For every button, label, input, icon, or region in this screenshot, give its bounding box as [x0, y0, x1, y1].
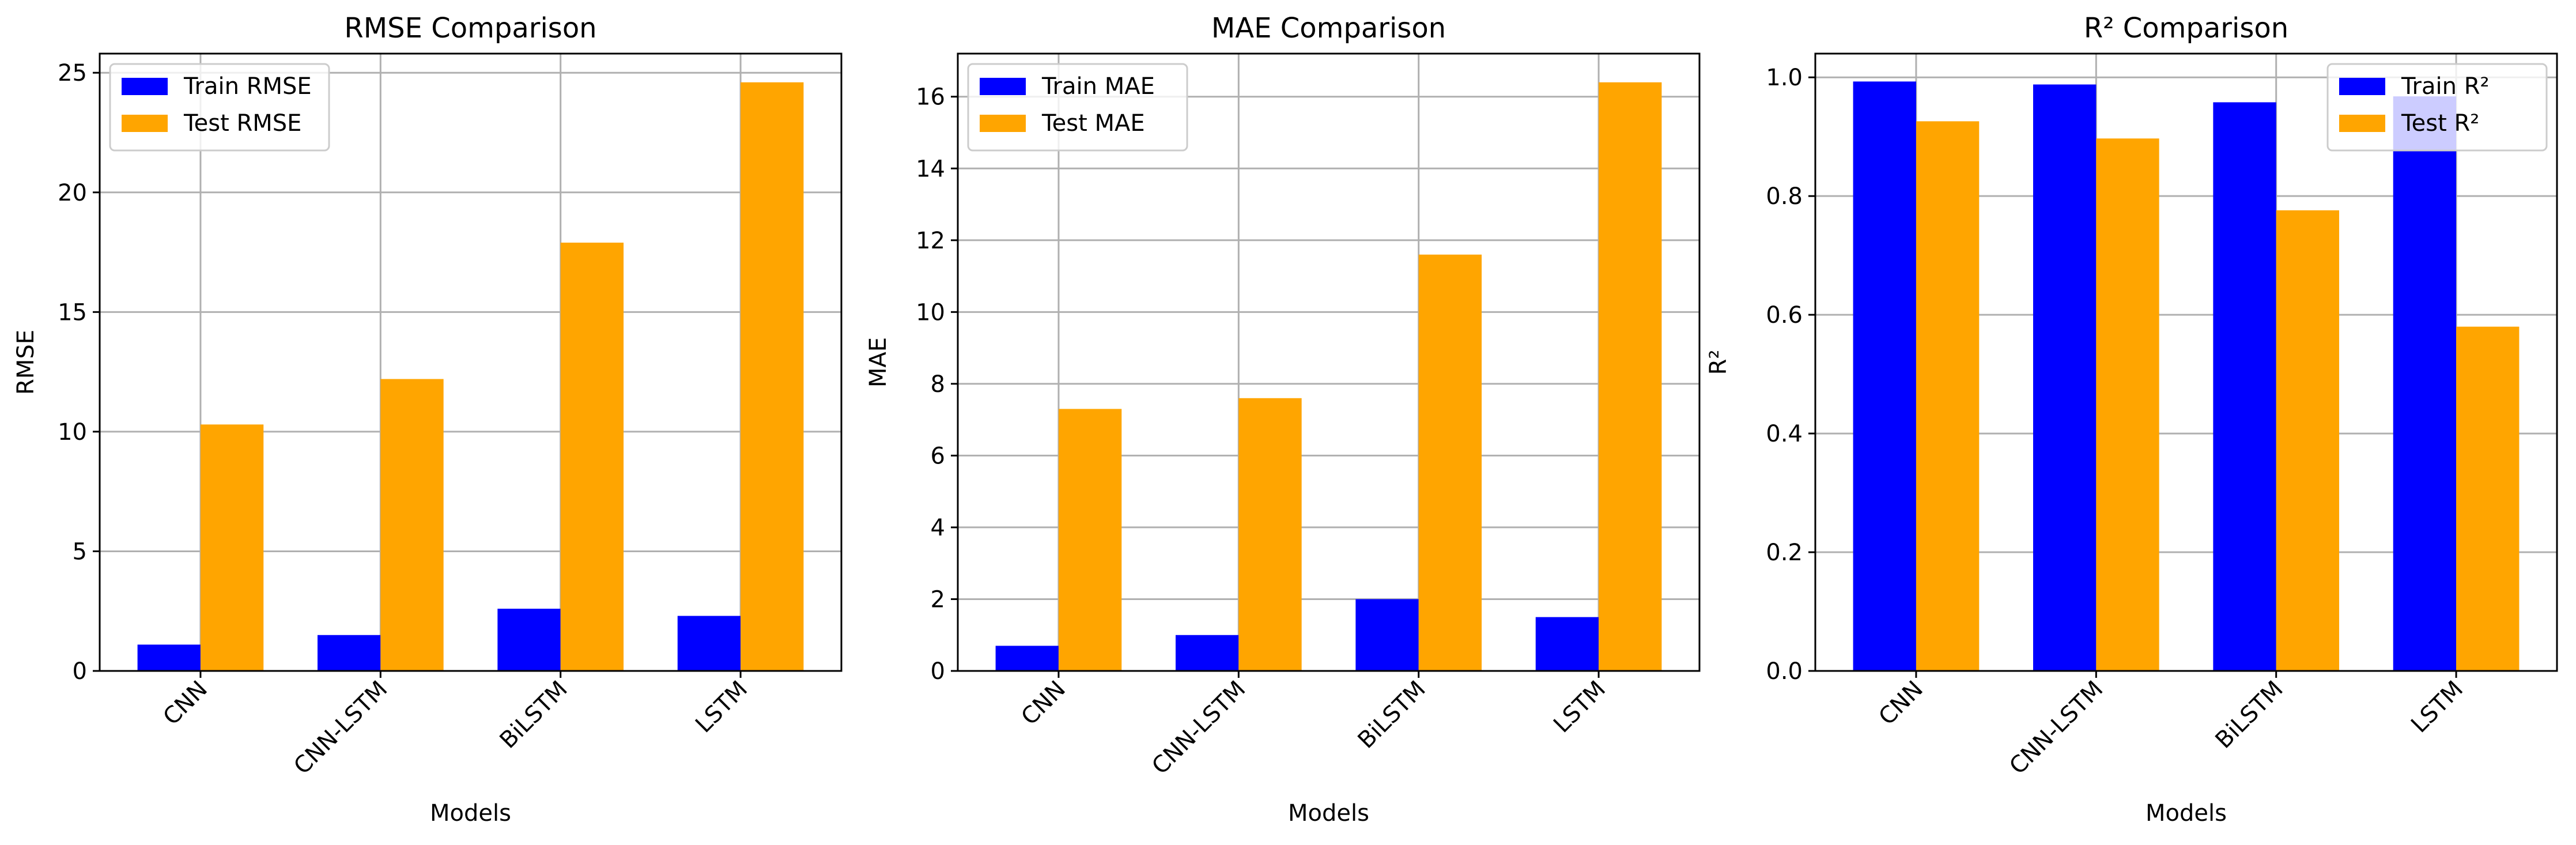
y-tick-label: 6	[931, 443, 945, 469]
y-tick-label: 0.0	[1766, 658, 1803, 685]
y-tick-label: 12	[916, 228, 945, 254]
bar-test-cnn-lstm	[380, 379, 444, 671]
y-tick-label: 20	[58, 180, 87, 206]
y-tick-label: 0	[73, 658, 87, 685]
bar-test-lstm	[2456, 326, 2520, 671]
x-tick-label: CNN	[1016, 676, 1071, 731]
axes-frame	[1814, 52, 2558, 672]
bar-train-lstm	[2393, 96, 2457, 672]
y-tick-label: 0.8	[1766, 183, 1803, 210]
legend-label-train: Train RMSE	[183, 73, 312, 100]
x-tick-label: CNN	[158, 676, 213, 731]
y-axis-label: R²	[1705, 350, 1732, 375]
x-axis-label: Models	[1288, 800, 1369, 827]
bar-train-bilstm	[2213, 102, 2276, 672]
legend-label-train: Train R²	[2401, 73, 2490, 100]
bar-test-cnn	[1058, 409, 1122, 671]
x-tick-label: BiLSTM	[495, 676, 573, 754]
legend-swatch-train	[122, 78, 168, 95]
x-tick-label: CNN-LSTM	[1147, 676, 1251, 780]
legend-label-test: Test MAE	[1041, 110, 1145, 137]
bar-train-cnn-lstm	[317, 635, 381, 671]
y-tick-label: 1.0	[1766, 65, 1803, 91]
bar-train-bilstm	[497, 609, 561, 671]
y-tick-label: 8	[931, 371, 945, 398]
y-tick-label: 0.4	[1766, 421, 1803, 447]
chart-title: R² Comparison	[2084, 12, 2288, 44]
bar-train-cnn	[1853, 81, 1916, 672]
bar-train-cnn-lstm	[2033, 84, 2097, 672]
legend-swatch-test	[2339, 115, 2385, 132]
x-tick-label: BiLSTM	[2211, 676, 2288, 754]
bar-test-cnn-lstm	[2096, 138, 2159, 671]
y-axis-label: RMSE	[13, 330, 39, 395]
bar-train-lstm	[677, 616, 741, 671]
y-tick-label: 14	[916, 156, 945, 182]
x-tick-label: CNN	[1874, 676, 1928, 731]
legend-swatch-test	[122, 115, 168, 132]
bar-test-cnn	[1916, 121, 1980, 671]
legend-swatch-train	[980, 78, 1026, 95]
y-tick-label: 15	[58, 299, 87, 326]
bar-test-lstm	[1599, 82, 1662, 671]
y-tick-label: 16	[916, 84, 945, 111]
bar-test-cnn-lstm	[1238, 398, 1302, 671]
axes-frame	[957, 52, 1701, 672]
x-tick-label: LSTM	[690, 676, 753, 738]
x-tick-label: CNN-LSTM	[2004, 676, 2108, 780]
bar-test-bilstm	[1418, 254, 1482, 672]
chart-title: MAE Comparison	[1211, 12, 1446, 44]
bar-test-cnn	[200, 424, 264, 671]
y-tick-label: 4	[931, 515, 945, 541]
bar-test-lstm	[741, 82, 804, 671]
y-tick-label: 5	[73, 538, 87, 565]
x-tick-label: LSTM	[2406, 676, 2468, 738]
x-tick-label: BiLSTM	[1353, 676, 1431, 754]
y-axis-label: MAE	[865, 337, 892, 387]
x-tick-label: LSTM	[1548, 676, 1611, 738]
bar-train-bilstm	[1355, 599, 1419, 671]
legend-swatch-train	[2339, 78, 2385, 95]
y-tick-label: 10	[58, 419, 87, 446]
x-tick-label: CNN-LSTM	[289, 676, 392, 780]
bar-train-cnn	[995, 646, 1059, 671]
y-tick-label: 25	[58, 60, 87, 86]
y-tick-label: 2	[931, 586, 945, 613]
legend-label-train: Train MAE	[1041, 73, 1155, 100]
legend-label-test: Test R²	[2401, 110, 2479, 137]
bar-train-cnn-lstm	[1175, 635, 1239, 671]
x-axis-label: Models	[2146, 800, 2227, 827]
chart-title: RMSE Comparison	[344, 12, 596, 44]
bar-train-cnn	[137, 644, 201, 671]
y-tick-label: 0	[931, 658, 945, 685]
y-tick-label: 0.2	[1766, 540, 1803, 566]
bar-test-bilstm	[560, 242, 624, 671]
y-tick-label: 10	[916, 299, 945, 326]
axes-frame	[99, 52, 843, 672]
bar-test-bilstm	[2276, 210, 2340, 671]
x-axis-label: Models	[430, 800, 511, 827]
legend-swatch-test	[980, 115, 1026, 132]
bar-train-lstm	[1535, 617, 1599, 671]
y-tick-label: 0.6	[1766, 302, 1803, 329]
legend-label-test: Test RMSE	[183, 110, 301, 137]
